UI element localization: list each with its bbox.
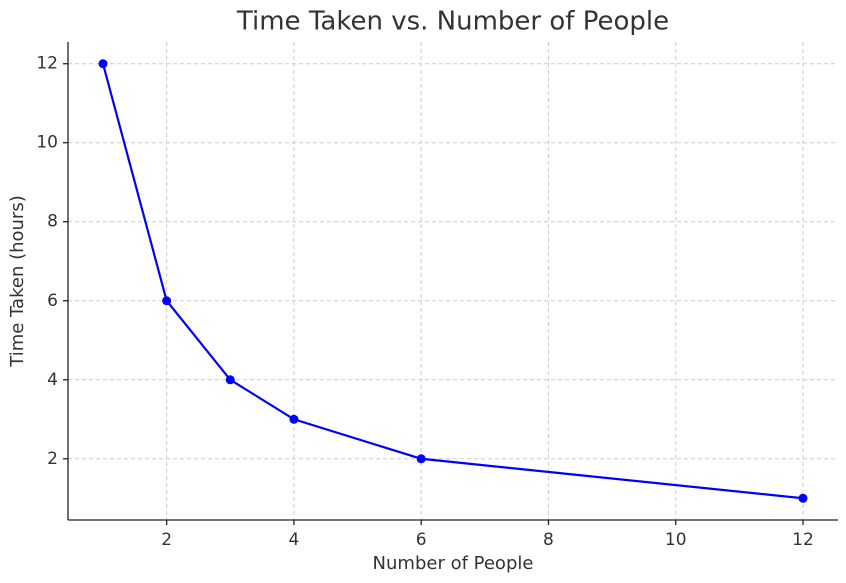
- x-tick-label: 2: [161, 530, 172, 550]
- y-tick-label: 6: [47, 291, 58, 311]
- x-tick-label: 4: [288, 530, 299, 550]
- point: [798, 493, 808, 503]
- x-tick-label: 8: [543, 530, 554, 550]
- y-tick-label: 12: [36, 54, 58, 74]
- point: [416, 454, 426, 464]
- x-tick-label: 6: [416, 530, 427, 550]
- y-axis-label: Time Taken (hours): [7, 195, 28, 367]
- y-tick-label: 8: [47, 212, 58, 232]
- x-tick-label: 12: [792, 530, 814, 550]
- y-tick-label: 10: [36, 133, 58, 153]
- y-tick-label: 2: [47, 449, 58, 469]
- point: [225, 375, 235, 385]
- point: [289, 414, 299, 424]
- x-axis-label: Number of People: [373, 553, 534, 574]
- point: [98, 59, 108, 69]
- series-line: [101, 63, 804, 500]
- y-tick-label: 4: [47, 370, 58, 390]
- point: [162, 296, 172, 306]
- chart-title: Time Taken vs. Number of People: [236, 7, 669, 37]
- x-tick-label: 10: [665, 530, 687, 550]
